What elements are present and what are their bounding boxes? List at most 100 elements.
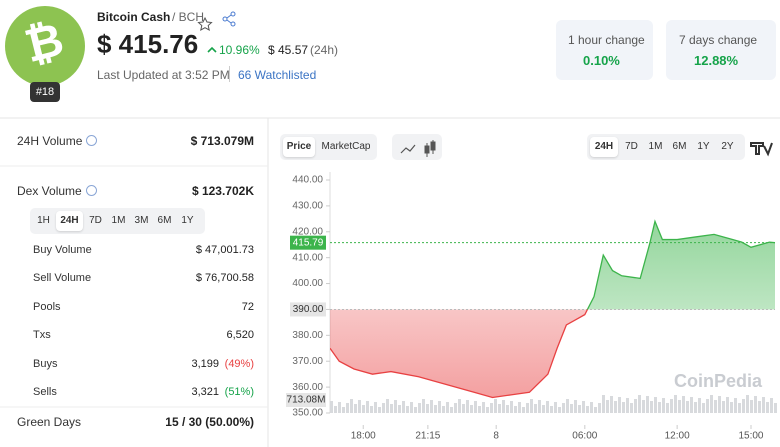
row-value: $ 47,001.73 [195,244,254,256]
range-button[interactable]: 1Y [697,141,710,152]
baseline-label: 390.00 [293,304,324,315]
row-label: Txs [33,329,51,341]
row-label: Buy Volume [33,244,92,256]
volume-bar [710,395,713,413]
y-tick-label: 350.00 [292,408,323,419]
range-button[interactable]: 6M [672,141,687,152]
volume-bar [430,400,433,413]
volume-bar [526,403,529,413]
volume-bar [422,399,425,413]
volume-bar [622,402,625,413]
volume-bar [530,399,533,413]
watchlisted[interactable]: 66 Watchlisted [238,68,317,82]
range-button[interactable]: 7D [625,141,638,152]
volume-bar [674,395,677,413]
volume-bar [690,397,693,413]
y-tick-label: 360.00 [292,382,323,393]
row-label: Sells [33,386,57,398]
row-label: Buys [33,358,58,370]
volume-bar [478,406,481,413]
volume-bar [482,402,485,413]
volume-bar [334,406,337,413]
volume-bar [606,400,609,413]
x-tick-label: 8 [493,431,499,442]
volume-bar [618,397,621,413]
volume-bar [338,402,341,413]
info-icon [86,135,97,146]
dex-tab[interactable]: 1M [111,215,126,226]
dex-tab[interactable]: 1Y [181,215,194,226]
volume-bar [682,396,685,413]
row-value: 72 [241,301,254,313]
tradingview-icon[interactable] [750,142,773,157]
x-tick-label: 15:00 [738,431,763,442]
current-label: 415.79 [293,237,324,248]
volume-bar [658,402,661,413]
star-icon[interactable] [197,16,213,31]
volume-bar [354,404,357,413]
volume-bar [378,407,381,413]
volume-bar [362,405,365,413]
x-tick-label: 12:00 [665,431,690,442]
y-tick-label: 430.00 [292,201,323,212]
info-icon [86,185,97,196]
dex-tab[interactable]: 24H [56,211,83,231]
range-button[interactable]: 2Y [721,141,734,152]
volume-bar [342,407,345,413]
volume-bar [694,402,697,413]
card-label: 1 hour change [568,33,645,47]
volume-bar [454,403,457,413]
volume-bar [450,407,453,413]
x-tick-label: 18:00 [351,431,376,442]
volume-bar [542,405,545,413]
row-value: 3,199 [191,358,219,370]
volume-bar [490,403,493,413]
chart-tab[interactable]: MarketCap [321,141,371,152]
volume-bar [706,399,709,413]
y-tick-label: 420.00 [292,226,323,237]
volume-bar [730,402,733,413]
volume-bar [382,403,385,413]
row-label: Green Days [17,415,82,429]
volume-bar [698,398,701,413]
volume-bar [466,400,469,413]
volume-bar [662,398,665,413]
volume-bar [538,400,541,413]
stat-value: $ 713.079M [190,134,254,148]
volume-bar [418,403,421,413]
volume-bar [742,399,745,413]
volume-bar [330,401,333,413]
volume-bar [582,401,585,413]
line-icon[interactable] [400,144,416,154]
range-button[interactable]: 1M [648,141,663,152]
candle-icon[interactable] [424,140,436,157]
volume-bar [594,407,597,413]
volume-bar [506,405,509,413]
price: $ 415.76 [97,29,199,59]
volume-bar [426,404,429,413]
volume-bar [550,406,553,413]
volume-bar [386,399,389,413]
dex-tab[interactable]: 6M [157,215,172,226]
volume-bar [566,399,569,413]
card-value: 12.88% [694,53,739,68]
share-icon[interactable] [222,11,236,27]
volume-bar [774,403,777,413]
dex-tab[interactable]: 1H [37,215,50,226]
dex-tab[interactable]: 7D [89,215,102,226]
volume-bar [498,404,501,413]
volume-bar [502,400,505,413]
volume-bar [642,400,645,413]
volume-bar [562,403,565,413]
card-value: 0.10% [583,53,620,68]
dex-tab[interactable]: 3M [134,215,149,226]
chart-tab[interactable]: Price [283,137,315,157]
last-updated: Last Updated at 3:52 PM [97,68,230,82]
y-tick-label: 380.00 [292,330,323,341]
change-period: (24h) [310,43,339,57]
volume-bar [374,402,377,413]
stat-label: Dex Volume [17,184,82,198]
area-up [330,221,775,310]
volume-bar [474,401,477,413]
range-button[interactable]: 24H [590,137,618,157]
